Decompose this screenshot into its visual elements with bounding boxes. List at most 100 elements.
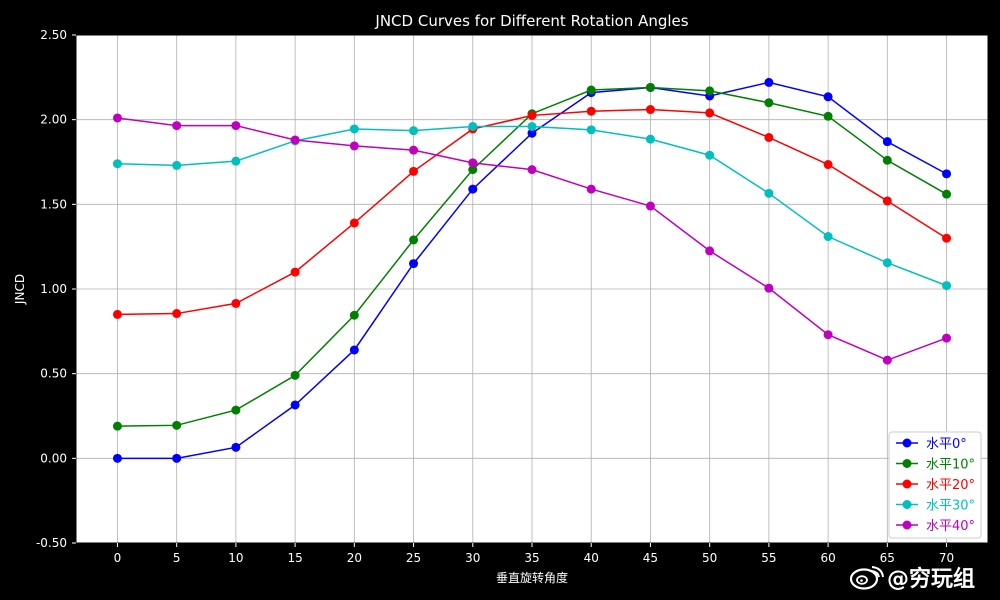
legend-marker [902,479,912,489]
data-point [882,137,892,147]
chart-title: JNCD Curves for Different Rotation Angle… [374,12,688,30]
legend-label: 水平20° [926,478,975,493]
x-tick-label: 20 [347,551,362,565]
data-point [705,150,715,160]
weibo-icon [849,566,884,590]
data-point [231,442,241,452]
data-point [409,145,419,155]
x-tick-label: 15 [287,551,302,565]
data-point [942,333,952,343]
data-point [349,345,359,355]
data-point [586,85,596,95]
legend-item: 水平30° [896,499,975,514]
x-tick-label: 65 [880,551,895,565]
legend-marker [902,459,912,468]
data-point [823,92,833,102]
x-tick-label: 55 [761,551,776,565]
data-point [764,132,774,142]
data-point [882,355,892,365]
data-point [468,165,478,175]
data-point [231,156,241,166]
data-point [409,126,419,136]
data-point [172,420,182,430]
data-point [172,453,182,463]
y-tick-label: 1.50 [40,197,67,211]
data-point [764,98,774,108]
legend-item: 水平40° [896,519,975,534]
data-point [942,233,952,243]
series-0 [112,77,952,463]
data-point [645,134,655,144]
data-point [527,110,537,120]
x-axis-label: 垂直旋转角度 [496,570,568,585]
x-tick-label: 60 [820,551,835,565]
legend-label: 水平30° [926,499,975,514]
data-point [705,86,715,96]
legend-label: 水平40° [926,519,975,534]
x-tick-label: 45 [643,551,658,565]
data-point [645,201,655,211]
data-point [645,105,655,115]
x-tick-label: 30 [465,551,480,565]
data-point [882,196,892,206]
data-point [409,166,419,176]
x-tick-label: 35 [524,551,539,565]
x-tick-label: 5 [173,551,181,565]
data-point [468,121,478,131]
data-point [172,160,182,170]
data-point [112,113,122,123]
data-point [586,106,596,116]
data-point [764,77,774,87]
y-tick-label: 1.00 [40,282,67,296]
x-tick-label: 0 [114,551,122,565]
legend-item: 水平10° [896,458,975,473]
data-point [290,370,300,380]
data-point [112,309,122,319]
x-tick-label: 25 [406,551,421,565]
y-tick-label: 0.50 [40,367,67,381]
x-tick-label: 10 [228,551,243,565]
data-point [349,218,359,228]
x-tick-label: 50 [702,551,717,565]
data-point [527,165,537,175]
legend-box [888,431,982,539]
data-point [349,124,359,134]
y-tick-label: -0.50 [36,536,67,550]
data-point [823,232,833,242]
data-point [112,421,122,431]
data-point [527,128,537,138]
data-point [231,121,241,131]
data-point [823,111,833,121]
data-point [764,283,774,293]
legend-item: 水平20° [896,478,975,493]
ticks: 0 5 10 15 20 25 30 35 40 45 50 55 60 65 70 -0.50 0.00 0.5… [36,28,954,565]
data-point [290,135,300,145]
data-point [882,258,892,268]
x-tick-label: 70 [939,551,954,565]
y-axis-label: JNCD [13,274,27,305]
legend-label: 水平10° [926,458,975,473]
legend-marker [902,500,912,509]
data-point [409,235,419,245]
data-point [231,298,241,308]
data-point [172,121,182,131]
data-point [349,310,359,320]
data-point [112,159,122,169]
data-point [942,281,952,291]
data-point [586,184,596,194]
legend: 水平0° 水平10° 水平20° 水平30° 水平40° [888,431,982,539]
data-point [942,189,952,199]
series-4 [112,113,952,365]
legend-marker [902,520,912,530]
data-point [882,155,892,165]
series-layer [112,77,952,463]
data-point [586,125,596,135]
series-2 [112,105,952,319]
y-tick-label: 2.50 [40,28,67,42]
data-point [645,82,655,92]
data-point [349,141,359,151]
data-point [823,330,833,340]
legend-marker [902,438,912,448]
data-point [231,405,241,415]
